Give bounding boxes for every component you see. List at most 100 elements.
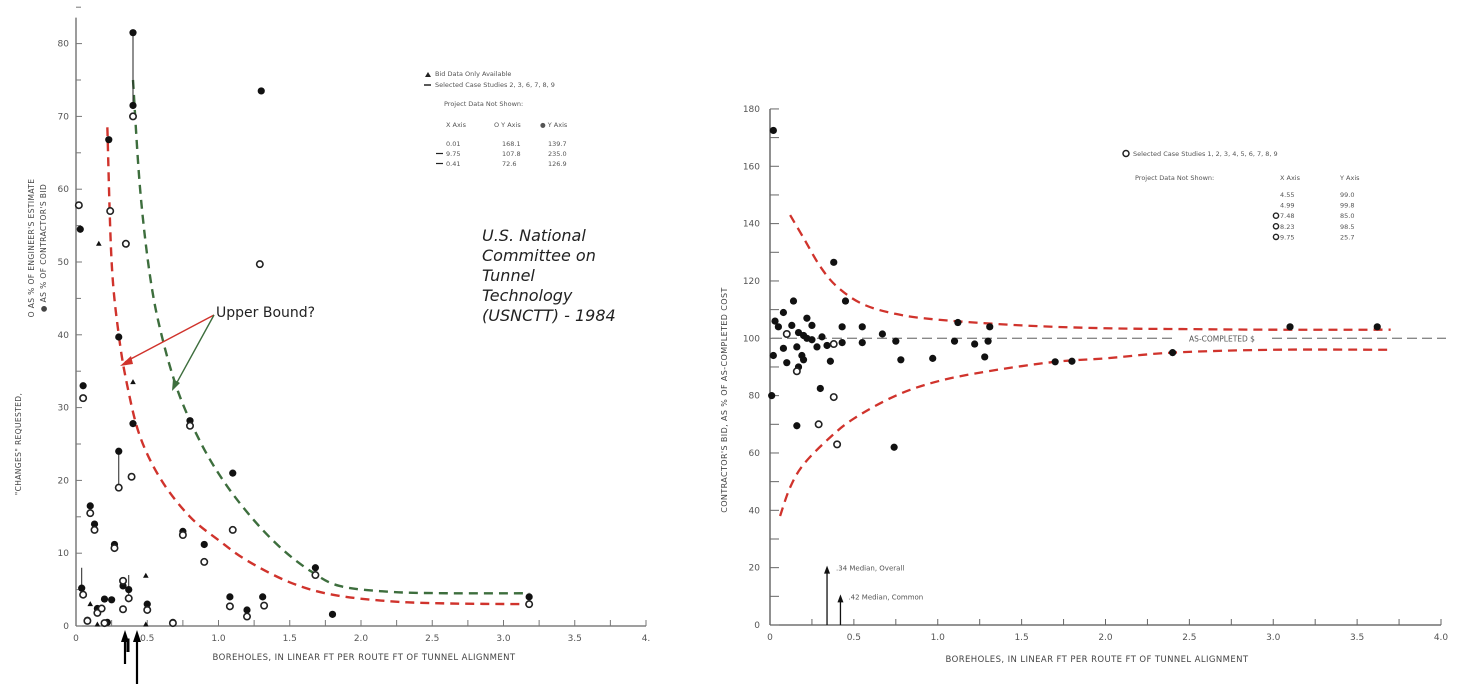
data-point-open <box>525 600 534 609</box>
data-point-filled <box>1051 358 1059 366</box>
x-tick-label: 1.5 <box>283 634 297 644</box>
y-tick-label: 20 <box>749 564 761 574</box>
legend-col-header: X Axis <box>446 121 467 129</box>
data-point-open <box>782 329 791 338</box>
data-point-filled <box>954 318 962 327</box>
legend-triangle-icon <box>425 72 431 77</box>
data-point-filled <box>808 321 816 329</box>
data-point-filled <box>830 258 838 266</box>
data-point-filled <box>818 333 826 341</box>
data-point-filled <box>129 420 137 428</box>
data-point-open <box>79 590 88 599</box>
y-tick-label: 80 <box>58 40 70 50</box>
legend-cell: 168.1 <box>502 140 521 148</box>
data-point-open <box>97 604 106 613</box>
data-point-filled <box>950 337 959 345</box>
data-point-filled <box>793 343 801 351</box>
data-point-open <box>792 367 801 376</box>
y-tick-label: 100 <box>743 334 760 344</box>
legend-left: Bid Data Only Available Selected Case Stu… <box>424 70 568 168</box>
x-tick-label: 0 <box>767 633 773 643</box>
legend-open-circle-icon <box>1122 149 1130 158</box>
y-axis-title: CONTRACTOR'S BID, AS % OF AS-COMPLETED C… <box>720 287 729 513</box>
data-point-filled <box>971 340 979 348</box>
median-arrow-common-head <box>133 630 141 642</box>
data-point-filled <box>328 610 337 618</box>
right-chart: 0 20 40 60 80 100 120 140 160 180 0 0.5 1.0 1.5 2.0 2.5… <box>720 105 1448 665</box>
upper-bound-label: Upper Bound? <box>216 305 316 321</box>
data-point-open <box>178 530 187 539</box>
data-point-open <box>829 340 838 349</box>
data-point-filled <box>1068 357 1076 365</box>
data-point-filled <box>129 101 137 110</box>
legend-cell: 139.7 <box>548 140 567 148</box>
data-point-filled <box>779 344 788 352</box>
data-point-filled <box>78 584 86 592</box>
data-point-filled <box>226 593 234 601</box>
data-point-filled <box>76 225 84 233</box>
legend-not-shown-title: Project Data Not Shown: <box>444 100 523 108</box>
data-point-filled <box>841 297 850 305</box>
legend-cell: 0.41 <box>446 160 460 168</box>
source-note-line: Tunnel <box>482 266 535 285</box>
data-point-open <box>83 616 92 625</box>
data-point-filled <box>816 384 824 393</box>
arrow-red <box>124 314 215 363</box>
data-point-filled <box>986 323 994 331</box>
data-point-filled <box>1169 349 1177 357</box>
data-point-filled <box>115 333 123 341</box>
data-point-filled <box>878 330 886 338</box>
data-point-filled <box>803 314 811 322</box>
legend-entry: Selected Case Studies 2, 3, 6, 7, 8, 9 <box>435 81 555 89</box>
data-point-triangle <box>96 240 102 246</box>
legend-open-circle-icon <box>1272 212 1280 219</box>
data-point-filled <box>897 356 905 364</box>
data-point-open <box>228 525 237 534</box>
x-axis-title: BOREHOLES, IN LINEAR FT PER ROUTE FT OF … <box>946 655 1249 665</box>
x-tick-label: 0.5 <box>847 633 861 643</box>
x-tick-label: 3.0 <box>496 634 511 644</box>
data-point-open <box>814 420 823 429</box>
data-point-triangle <box>87 601 94 607</box>
x-tick-label: 2.0 <box>354 634 369 644</box>
data-point-filled <box>129 29 137 37</box>
source-note-line: (USNCTT) - 1984 <box>482 306 616 325</box>
data-point-open <box>243 612 252 621</box>
source-note-line: Committee on <box>482 246 596 265</box>
x-tick-label: 3.5 <box>568 634 582 644</box>
data-point-filled <box>769 351 777 360</box>
data-point-filled <box>229 469 237 477</box>
legend-entry: Selected Case Studies 1, 2, 3, 4, 5, 6, … <box>1133 150 1278 158</box>
x-tick-label: 4.0 <box>1434 633 1449 643</box>
x-tick-label: 1.0 <box>931 633 946 643</box>
y-tick-label: 30 <box>58 404 70 414</box>
data-point-filled <box>105 136 113 144</box>
x-tick-label: 4. <box>642 634 651 644</box>
legend-cell: 99.8 <box>1340 202 1354 210</box>
data-point-filled <box>858 339 866 347</box>
legend-col-header: Y Axis <box>1339 174 1360 182</box>
data-point-open <box>119 576 128 585</box>
data-point-filled <box>259 593 267 601</box>
legend-cell: 98.5 <box>1340 223 1354 231</box>
data-point-filled <box>100 595 109 603</box>
data-point-filled <box>826 357 834 365</box>
y-tick-label: 140 <box>743 220 760 230</box>
source-note-line: U.S. National <box>482 226 586 245</box>
x-tick-label: 0 <box>73 634 79 644</box>
legend-col-header: ● Y Axis <box>540 121 568 129</box>
legend-cell: 4.55 <box>1280 191 1294 199</box>
data-point-filled <box>838 339 846 347</box>
data-point-triangle <box>143 621 149 627</box>
data-point-triangle <box>130 379 136 385</box>
data-point-filled <box>79 382 87 390</box>
x-tick-label: 1.5 <box>1014 633 1028 643</box>
as-completed-label: AS-COMPLETED $ <box>1189 334 1255 343</box>
data-point-filled <box>788 321 796 329</box>
data-point-filled <box>929 354 937 362</box>
legend-open-circle-icon <box>1272 233 1280 241</box>
legend-cell: 126.9 <box>548 160 567 168</box>
data-point-open <box>79 394 88 403</box>
data-point-open <box>106 207 115 216</box>
